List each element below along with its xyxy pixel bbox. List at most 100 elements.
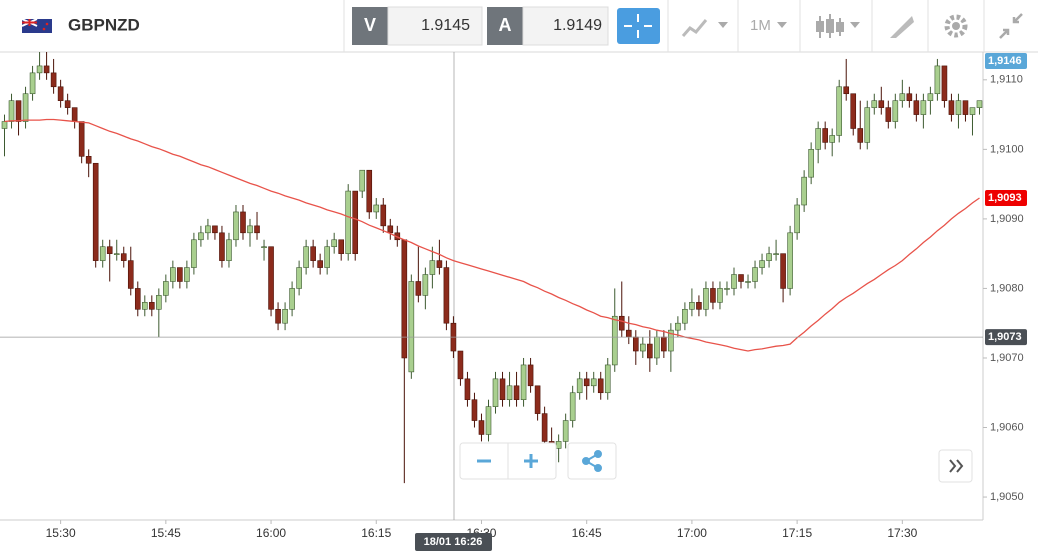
candle-body [934, 65, 941, 95]
candle-body [640, 343, 646, 352]
y-tick-label: 1,9070 [990, 352, 1024, 364]
candle-body [268, 246, 274, 310]
candle-body [927, 93, 934, 101]
candle-body [597, 378, 604, 394]
chart-type-button[interactable] [681, 19, 708, 37]
candle-body [36, 65, 43, 74]
price-tag [985, 53, 1027, 69]
candle-body [668, 329, 674, 352]
candle-body [408, 281, 415, 373]
zoom-controls [459, 442, 973, 483]
candle-body [850, 93, 857, 129]
candle-body [590, 378, 597, 387]
candle-body [149, 302, 155, 310]
x-tick-label: 16:15 [361, 526, 391, 540]
candle-body [156, 295, 162, 310]
candle-body [415, 281, 422, 296]
price-tag-label: 1,9146 [988, 55, 1022, 67]
candle-body [247, 225, 253, 234]
candle-body [569, 392, 576, 421]
candle-body [184, 267, 190, 282]
candle-body [780, 253, 786, 289]
candle-body [352, 190, 359, 254]
toolbar: GBPNZD V 1.9145 A 1.9149 1M [0, 0, 1038, 53]
candle-body [226, 239, 232, 261]
candle-body [618, 315, 625, 331]
crosshair-time-tag [415, 533, 492, 551]
ask-button[interactable] [487, 7, 523, 45]
candle-body [604, 364, 611, 394]
candle-body [50, 72, 57, 88]
candle-body [436, 260, 443, 268]
price-tag [985, 329, 1027, 346]
interval-button[interactable]: 1M [750, 17, 771, 34]
candle-body [324, 246, 330, 268]
candle-body [976, 100, 983, 108]
share-button[interactable] [582, 450, 602, 472]
candle-body [240, 211, 246, 234]
symbol: GBPNZD [68, 15, 140, 34]
candle-body [191, 239, 197, 268]
candle-body [611, 315, 618, 366]
candle-body [710, 288, 716, 303]
collapse-button[interactable] [999, 13, 1023, 39]
candle-body [457, 350, 464, 380]
y-tick-label: 1,9100 [990, 143, 1024, 155]
candle-body [955, 100, 962, 115]
crosshair-button[interactable] [617, 8, 660, 44]
candle-body [141, 302, 148, 310]
candle-body [429, 260, 436, 275]
candle-body [703, 288, 709, 310]
candle-body [885, 107, 892, 122]
candle-body [689, 302, 695, 310]
candle-body [113, 253, 120, 255]
settings-button[interactable] [944, 14, 968, 38]
candle-body [198, 232, 204, 241]
moving-average [4, 118, 980, 352]
x-tick-label: 15:45 [151, 526, 181, 540]
x-tick-label: 15:30 [46, 526, 76, 540]
candle-body [99, 246, 106, 261]
y-tick-label: 1,9060 [990, 421, 1024, 433]
candle-body [254, 225, 260, 234]
candle-body [310, 246, 316, 261]
candle-body [134, 288, 141, 310]
candle-body [373, 204, 380, 213]
candle-body [766, 253, 772, 261]
candle-body [57, 86, 64, 101]
candle-body [562, 420, 569, 442]
candle-body [696, 302, 702, 310]
ask-label: A [499, 15, 512, 35]
flag [21, 18, 52, 33]
candle-body [85, 156, 92, 164]
zoom-in-button[interactable] [524, 454, 538, 468]
x-tick-label: 16:45 [572, 526, 602, 540]
bid-button[interactable] [352, 7, 388, 45]
candle-body [871, 100, 878, 108]
candle-body [794, 204, 800, 234]
candle-body [387, 225, 394, 234]
candle-body [948, 100, 955, 115]
price-tag-label: 1,9093 [988, 192, 1022, 204]
candle-body [233, 211, 239, 241]
candle-body [857, 128, 864, 143]
indicators-button[interactable] [816, 14, 844, 38]
draw-button[interactable] [890, 16, 914, 38]
candle-body [71, 107, 78, 122]
candle-body [576, 378, 583, 394]
candle-body [345, 190, 352, 254]
y-tick-label: 1,9110 [990, 74, 1023, 86]
candle-body [892, 100, 899, 122]
candle-body [296, 267, 302, 289]
x-tick-label: 17:15 [782, 526, 812, 540]
candle-body [92, 162, 99, 261]
candle-body [366, 169, 373, 213]
candle-body [338, 239, 344, 254]
candle-body [289, 288, 295, 310]
crosshair-icon [624, 14, 652, 38]
scroll-end-button[interactable] [949, 459, 964, 473]
ask-box [522, 6, 609, 46]
y-tick-label: 1,9050 [990, 491, 1024, 503]
candle-body [464, 378, 471, 400]
candle-body [555, 441, 562, 449]
